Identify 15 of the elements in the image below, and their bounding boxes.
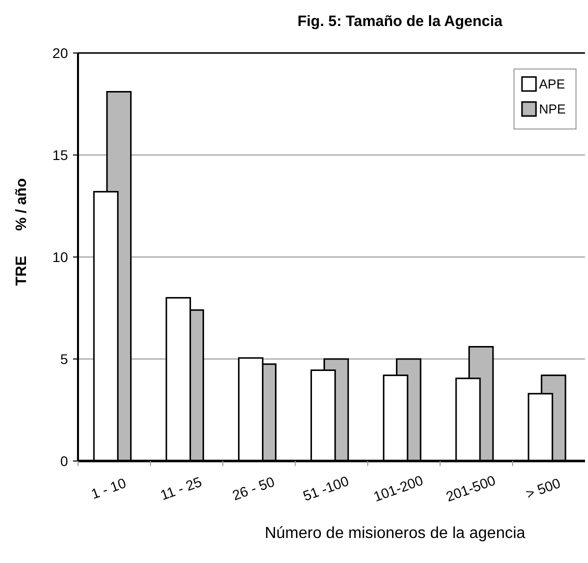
- y-tick-label: 10: [52, 248, 68, 265]
- legend-label: APE: [539, 76, 566, 92]
- y-tick-label: 5: [60, 350, 68, 367]
- x-tick-label: 1 - 10: [88, 474, 128, 502]
- y-tick-label: 15: [52, 146, 68, 163]
- x-tick-label: 11 - 25: [158, 473, 204, 504]
- y-tick-label: 20: [52, 44, 68, 61]
- x-tick-label: 51 -100: [300, 472, 352, 504]
- legend-label: NPE: [539, 102, 566, 117]
- x-tick-label: > 500: [524, 474, 563, 502]
- x-tick-label: 26 - 50: [230, 473, 277, 504]
- chart-title: Fig. 5: Tamaño de la Agencia: [297, 13, 504, 30]
- x-axis-title: Número de misioneros de la agencia: [264, 525, 526, 542]
- y-tick-label: 0: [60, 452, 68, 469]
- y-axis-title: TRE % / año: [13, 178, 30, 286]
